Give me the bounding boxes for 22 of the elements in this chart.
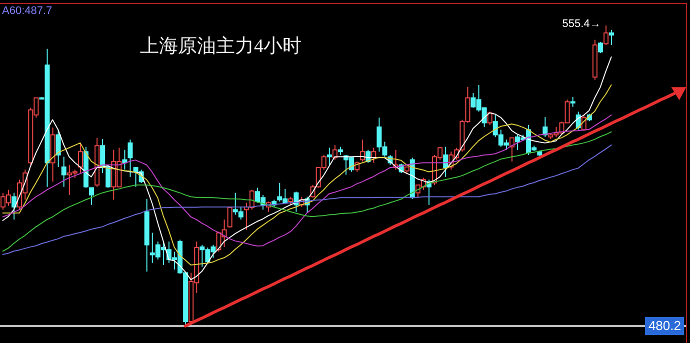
candlestick [443,146,448,178]
candlestick [100,138,106,174]
candlestick [61,156,66,188]
text: A60:487.7 [2,5,52,17]
candlestick [570,96,576,108]
candlestick [326,147,332,166]
annotation: 480.2 [645,317,684,335]
candlestick [609,29,614,46]
candlestick [294,191,299,212]
candlestick [487,111,492,126]
candlestick [332,144,338,160]
candlestick [360,139,366,162]
candlestick [56,129,61,168]
candlestick [78,142,83,174]
annotation: 555.4→ [562,18,601,30]
candlestick [598,41,603,54]
candlestick [604,24,609,46]
text: 上海原油主力4小时 [140,35,302,59]
candlestick [542,116,548,138]
candlestick [509,137,514,162]
candlestick [12,192,17,220]
candlestick [128,139,133,178]
